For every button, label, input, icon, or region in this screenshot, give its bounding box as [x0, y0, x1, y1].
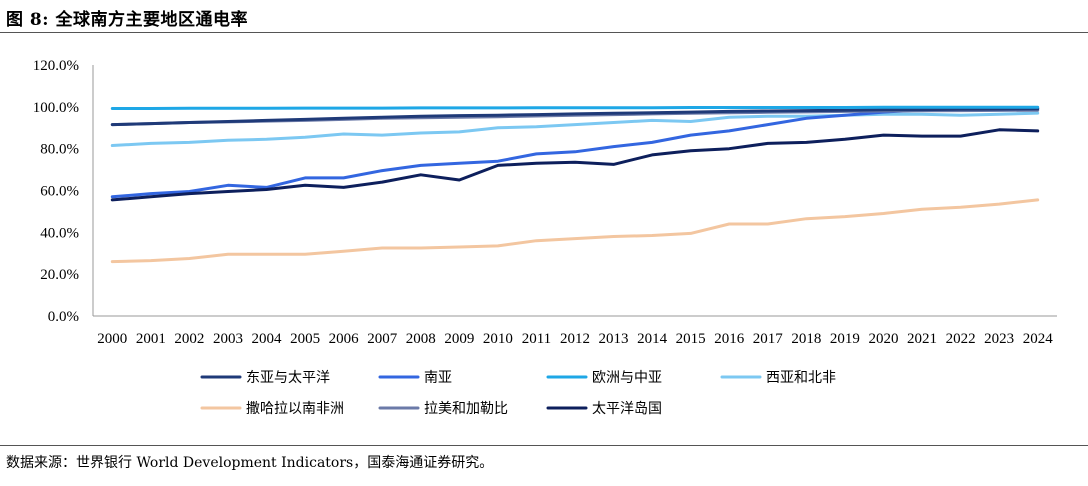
top-rule	[0, 32, 1088, 33]
x-tick-label: 2013	[599, 331, 629, 347]
x-tick-label: 2017	[753, 331, 784, 347]
x-tick-label: 2003	[213, 331, 243, 347]
y-tick-label: 20.0%	[40, 267, 79, 283]
x-tick-label: 2004	[252, 331, 283, 347]
x-tick-label: 2022	[946, 331, 976, 347]
legend-label: 拉美和加勒比	[424, 401, 508, 417]
x-tick-label: 2015	[676, 331, 706, 347]
x-tick-label: 2000	[97, 331, 127, 347]
legend-label: 南亚	[424, 370, 452, 386]
x-tick-label: 2024	[1023, 331, 1054, 347]
chart-axes	[92, 65, 1057, 317]
x-tick-label: 2011	[522, 331, 551, 347]
legend-label: 东亚与太平洋	[246, 370, 330, 386]
series-line	[110, 128, 1040, 202]
series-line	[110, 107, 1040, 127]
x-tick-label: 2005	[290, 331, 320, 347]
x-tick-label: 2016	[714, 331, 745, 347]
x-tick-labels: 2000 2001 2002 2003 2004 2005 2006 2007 2008 2009…	[97, 331, 1053, 347]
legend-label: 欧洲与中亚	[592, 370, 662, 386]
source-note: 数据来源：世界银行 World Development Indicators，国…	[6, 455, 494, 471]
legend-label: 太平洋岛国	[592, 401, 662, 417]
x-tick-label: 2008	[406, 331, 436, 347]
legend-label: 撒哈拉以南非洲	[246, 401, 344, 417]
x-tick-label: 2020	[868, 331, 898, 347]
x-tick-label: 2019	[830, 331, 860, 347]
y-tick-label: 100.0%	[33, 100, 79, 116]
x-tick-label: 2007	[367, 331, 398, 347]
x-tick-label: 2010	[483, 331, 513, 347]
x-tick-label: 2014	[637, 331, 668, 347]
x-tick-label: 2021	[907, 331, 937, 347]
y-tick-label: 80.0%	[40, 142, 79, 158]
y-tick-label: 60.0%	[40, 184, 79, 200]
series-line	[110, 111, 1040, 147]
bottom-rule	[0, 445, 1088, 446]
series-line	[110, 198, 1040, 264]
x-tick-label: 2012	[560, 331, 590, 347]
y-tick-label: 0.0%	[48, 309, 79, 325]
legend-label: 西亚和北非	[766, 370, 836, 386]
x-tick-label: 2023	[984, 331, 1014, 347]
y-tick-label: 120.0%	[33, 58, 79, 74]
y-tick-label: 40.0%	[40, 225, 79, 241]
x-tick-label: 2001	[136, 331, 166, 347]
line-chart: 2000 2001 2002 2003 2004 2005 2006 2007 2008 2009…	[33, 58, 1057, 417]
x-tick-label: 2002	[174, 331, 204, 347]
x-tick-label: 2006	[329, 331, 360, 347]
figure-title: 图 8: 全球南方主要地区通电率	[6, 10, 248, 30]
y-tick-labels: 0.0% 20.0% 40.0% 60.0% 80.0% 100.0% 120.0%	[33, 58, 79, 325]
x-tick-label: 2018	[791, 331, 821, 347]
series-line	[110, 108, 1040, 127]
series-line	[110, 105, 1040, 110]
chart-series	[110, 105, 1040, 264]
x-tick-label: 2009	[444, 331, 474, 347]
